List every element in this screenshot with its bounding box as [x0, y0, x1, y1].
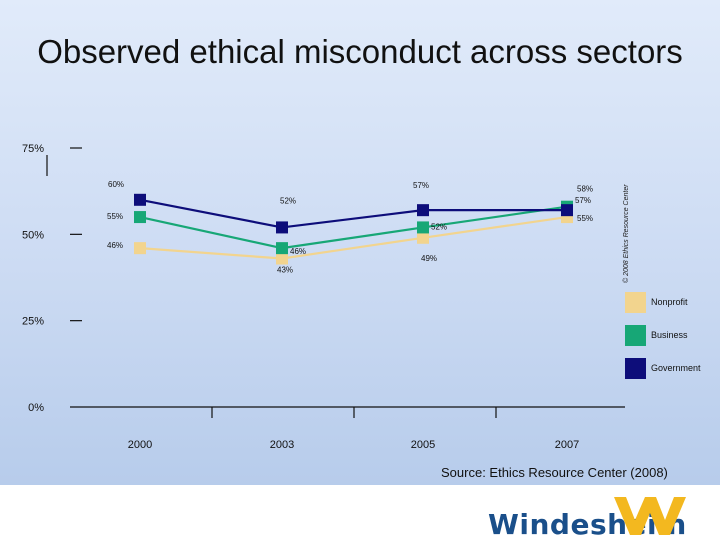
- legend-label-government: Government: [651, 363, 701, 373]
- business-data-label: 58%: [577, 185, 593, 194]
- nonprofit-data-label: 55%: [577, 214, 593, 223]
- business-series-line: [139, 205, 568, 250]
- chart-axes: 0% 25% 50% 75% 2000 2003 2005 2007: [22, 143, 625, 451]
- y-tick-label: 25%: [22, 316, 44, 328]
- legend-label-nonprofit: Nonprofit: [651, 297, 688, 307]
- nonprofit-series-line: [139, 215, 568, 260]
- nonprofit-data-label: 46%: [107, 241, 123, 250]
- x-tick-label: 2005: [411, 439, 435, 451]
- nonprofit-data-point: [276, 252, 288, 265]
- chart-legend: Nonprofit Business Government: [625, 292, 701, 379]
- copyright-watermark: © 2008 Ethics Resource Center: [622, 184, 630, 283]
- logo-w-shape: [614, 497, 686, 535]
- chart-labels: 46% 43% 49% 55% 55% 46% 52% 58% 60% 52% 57% 57%: [107, 180, 593, 275]
- legend-swatch-business: [625, 325, 646, 346]
- legend-swatch-government: [625, 358, 646, 379]
- nonprofit-data-point: [417, 231, 429, 244]
- windesheim-logo-mark: [614, 497, 686, 535]
- business-data-label: 55%: [107, 212, 123, 221]
- government-series-line: [139, 198, 567, 229]
- slide-title: Observed ethical misconduct across secto…: [37, 33, 683, 70]
- x-tick-label: 2000: [128, 439, 152, 451]
- business-data-point: [134, 211, 146, 224]
- y-tick-label: 50%: [22, 229, 44, 241]
- line-chart: 0% 25% 50% 75% 2000 2003 2005 2007 46% 43% 49% 55%…: [22, 143, 701, 451]
- business-data-label: 46%: [290, 247, 306, 256]
- x-tick-label: 2007: [555, 439, 579, 451]
- nonprofit-data-point: [134, 242, 146, 255]
- slide-background: [0, 0, 720, 485]
- government-data-label: 60%: [108, 180, 124, 189]
- business-data-label: 52%: [431, 222, 447, 231]
- government-data-point: [276, 221, 288, 234]
- business-data-point: [417, 221, 429, 234]
- business-data-point: [276, 242, 288, 255]
- nonprofit-data-label: 43%: [277, 266, 293, 275]
- government-data-point: [134, 193, 146, 206]
- y-tick-label: 0%: [28, 402, 44, 414]
- chart-series: [134, 193, 573, 265]
- x-tick-label: 2003: [270, 439, 294, 451]
- y-tick-label: 75%: [22, 143, 44, 155]
- nonprofit-data-label: 49%: [421, 254, 437, 263]
- government-data-label: 57%: [575, 196, 591, 205]
- footer-bar: [0, 485, 720, 540]
- government-data-label: 52%: [280, 196, 296, 205]
- legend-swatch-nonprofit: [625, 292, 646, 313]
- legend-label-business: Business: [651, 330, 688, 340]
- government-data-point: [561, 204, 573, 217]
- government-data-point: [417, 204, 429, 217]
- source-caption: Source: Ethics Resource Center (2008): [441, 465, 668, 480]
- government-data-label: 57%: [413, 181, 429, 190]
